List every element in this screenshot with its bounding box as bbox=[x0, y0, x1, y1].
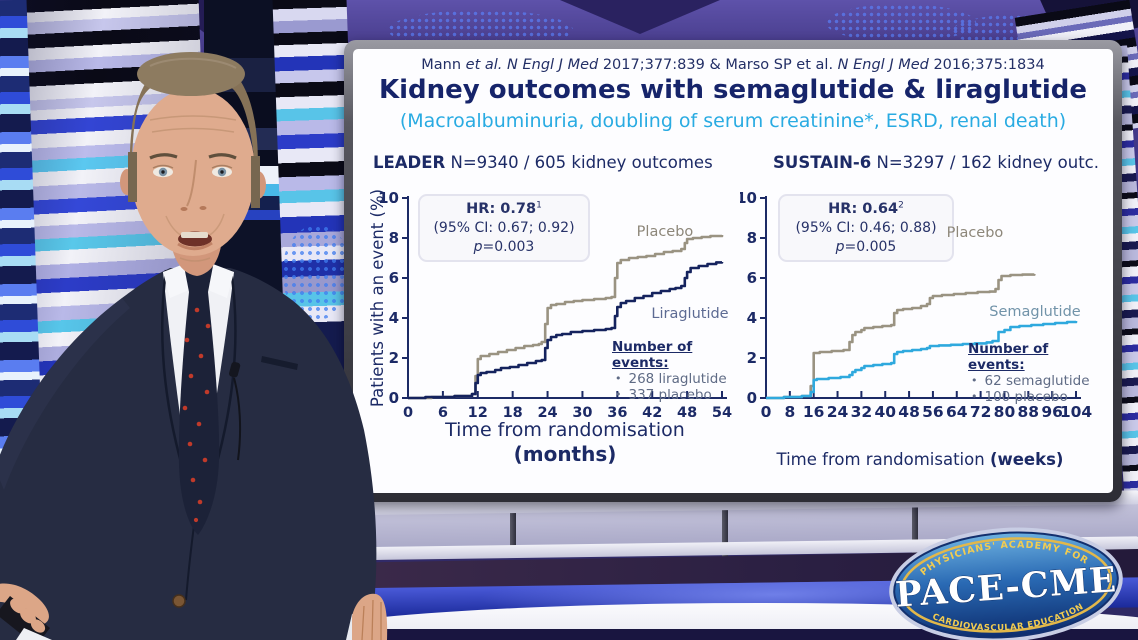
head bbox=[120, 52, 266, 262]
x-tick-label: 42 bbox=[642, 405, 662, 421]
sustain6-chart: 0 2 4 6 8 10 0 8 16 24 32 40 48 56 64 72 80 88 96 104 HR: 0… bbox=[740, 192, 1113, 492]
sideburn bbox=[128, 152, 137, 202]
shirt-cuff bbox=[16, 628, 52, 640]
face bbox=[131, 88, 255, 256]
series-liraglutide bbox=[408, 261, 724, 400]
event-count: • 62 semaglutide bbox=[971, 372, 1090, 389]
y-tick-label: 10 bbox=[740, 192, 757, 207]
x-tick-label: 0 bbox=[403, 405, 413, 421]
y-tick-label: 2 bbox=[747, 349, 757, 367]
series-placebo bbox=[408, 234, 724, 400]
event-count: • 100 placebo bbox=[971, 388, 1068, 405]
hr-annotation: HR: 0.781 (95% CI: 0.67; 0.92) p=0.003 bbox=[418, 194, 590, 263]
lapel-microphone bbox=[228, 361, 242, 461]
y-tick-label: 8 bbox=[389, 229, 399, 247]
railing-post bbox=[912, 498, 918, 558]
pace-cme-logo: PHYSICIANS' ACADEMY FOR PACE-CME CARDIOV… bbox=[889, 527, 1123, 640]
y-tick-label: 6 bbox=[389, 269, 399, 287]
citation-segment: 2016;375:1834 bbox=[933, 57, 1045, 73]
halftone-dots bbox=[826, 4, 976, 42]
series-label-semaglutide: Semaglutide bbox=[989, 304, 1081, 320]
x-tick-label: 104 bbox=[1060, 403, 1093, 421]
citation-segment: 2017;377:839 & Marso SP et al. bbox=[602, 57, 838, 73]
citation-segment: N Engl J Med bbox=[837, 57, 934, 73]
citation-segment: N Engl J Med bbox=[507, 57, 603, 73]
y-tick-label: 4 bbox=[747, 309, 757, 327]
x-tick-label: 54 bbox=[712, 405, 732, 421]
x-tick-label: 6 bbox=[438, 405, 448, 421]
x-tick-label: 30 bbox=[572, 405, 592, 421]
series-label-liraglutide: Liraglutide bbox=[651, 306, 729, 322]
railing-post bbox=[722, 498, 728, 558]
series-semaglutide bbox=[766, 320, 1078, 400]
x-tick-label: 0 bbox=[761, 403, 772, 421]
logo-gold-ring bbox=[899, 537, 1113, 633]
y-tick-label: 2 bbox=[389, 349, 399, 367]
leader-chart: 0 2 4 6 8 10 0 6 12 18 24 30 36 42 48 54 Patients with … bbox=[360, 189, 740, 492]
collar bbox=[163, 264, 189, 298]
event-count: • 268 liraglutide bbox=[615, 370, 727, 387]
series-placebo bbox=[766, 273, 1036, 400]
x-tick-label: 96 bbox=[1041, 403, 1063, 421]
leader-summary: LEADER N=9340 / 605 kidney outcomes bbox=[373, 153, 713, 172]
x-axis-title: Time from randomisation (months) bbox=[445, 419, 685, 467]
y-tick-label: 6 bbox=[747, 269, 757, 287]
x-tick-label: 36 bbox=[607, 405, 627, 421]
x-tick-label: 32 bbox=[851, 403, 873, 421]
x-tick-label: 88 bbox=[1018, 403, 1040, 421]
studio-floor-edge bbox=[0, 629, 1138, 640]
y-tick-label: 4 bbox=[389, 309, 399, 327]
x-axis-title: Time from randomisation (weeks) bbox=[776, 450, 1064, 469]
events-box: Number of events: • 268 liraglutide • 337 … bbox=[612, 339, 732, 404]
citation-segment: et al. bbox=[465, 57, 508, 73]
x-tick-label: 24 bbox=[827, 403, 849, 421]
x-tick-label: 24 bbox=[537, 405, 557, 421]
pocket bbox=[261, 356, 298, 370]
y-tick-label: 0 bbox=[389, 389, 399, 407]
x-tick-label: 64 bbox=[946, 403, 968, 421]
y-tick-label: 10 bbox=[378, 192, 399, 207]
slide-subtitle: (Macroalbuminuria, doubling of serum cre… bbox=[399, 110, 1067, 132]
railing-post bbox=[510, 498, 516, 558]
slide: Mann et al. N Engl J Med 2017;377:839 & … bbox=[353, 49, 1113, 493]
y-tick-label: 8 bbox=[747, 229, 757, 247]
event-count: • 337 placebo bbox=[615, 386, 712, 403]
eyebrow bbox=[208, 153, 237, 160]
nose bbox=[186, 159, 197, 207]
x-tick-label: 48 bbox=[677, 405, 697, 421]
x-tick-label: 8 bbox=[784, 403, 795, 421]
x-tick-label: 48 bbox=[898, 403, 920, 421]
x-tick-label: 56 bbox=[922, 403, 944, 421]
citation-segment: Mann bbox=[421, 57, 466, 73]
suit-button bbox=[172, 594, 186, 608]
x-tick-label: 40 bbox=[874, 403, 896, 421]
x-tick-label: 72 bbox=[970, 403, 992, 421]
events-box: Number of events: • 62 semaglutide • 100 p… bbox=[968, 341, 1098, 406]
right-hand bbox=[346, 593, 388, 640]
hand-with-clicker bbox=[0, 583, 52, 640]
series-label-placebo: Placebo bbox=[636, 224, 694, 240]
sustain-summary: SUSTAIN-6 N=3297 / 162 kidney outc. bbox=[773, 153, 1099, 172]
slide-title: Kidney outcomes with semaglutide & lirag… bbox=[378, 75, 1088, 105]
x-tick-label: 12 bbox=[468, 405, 488, 421]
presentation-screen: Mann et al. N Engl J Med 2017;377:839 & … bbox=[344, 40, 1122, 502]
tie-dots bbox=[182, 307, 211, 523]
series-label-placebo: Placebo bbox=[946, 225, 1004, 241]
presenter bbox=[0, 52, 388, 640]
citation: Mann et al. N Engl J Med 2017;377:839 & … bbox=[353, 57, 1113, 73]
y-tick-label: 0 bbox=[747, 389, 757, 407]
eyebrow bbox=[149, 153, 178, 160]
x-tick-label: 80 bbox=[994, 403, 1016, 421]
hr-annotation: HR: 0.642 (95% CI: 0.46; 0.88) p=0.005 bbox=[778, 194, 954, 263]
x-tick-label: 16 bbox=[803, 403, 825, 421]
x-tick-label: 18 bbox=[503, 405, 523, 421]
study-summary: LEADER N=9340 / 605 kidney outcomes SUST… bbox=[353, 153, 1113, 172]
